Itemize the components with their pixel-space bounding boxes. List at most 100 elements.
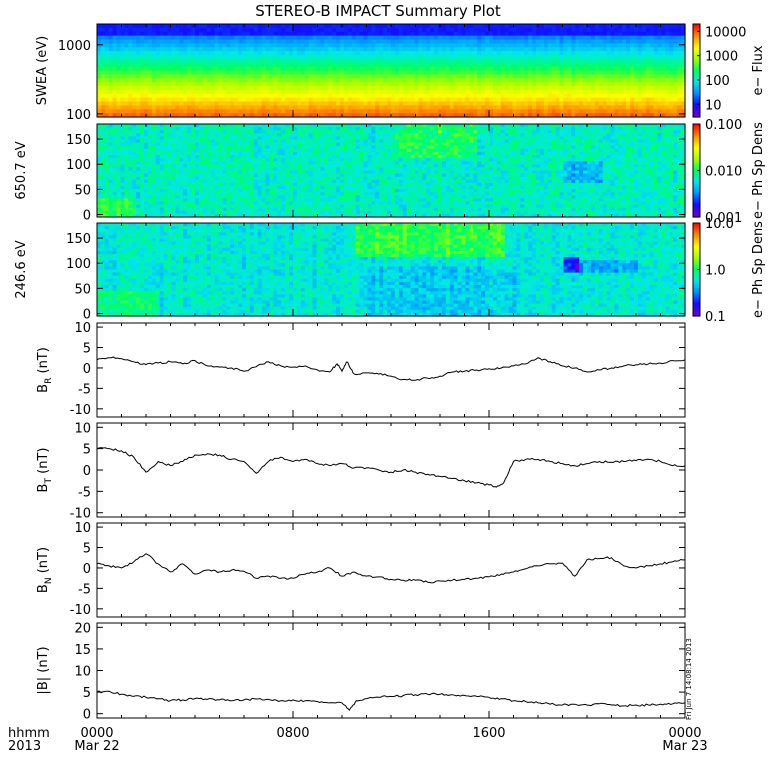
spectrogram-cell — [171, 201, 176, 206]
spectrogram-cell — [414, 86, 420, 91]
spectrogram-cell — [132, 164, 137, 168]
spectrogram-cell — [402, 109, 408, 114]
spectrogram-cell — [116, 186, 122, 190]
spectrogram-cell — [657, 86, 663, 91]
spectrogram-cell — [183, 97, 188, 103]
spectrogram-cell — [147, 186, 153, 190]
spectrogram-cell — [398, 62, 404, 68]
spectrogram-cell — [594, 113, 600, 118]
spectrogram-cell — [524, 70, 529, 75]
spectrogram-cell — [206, 62, 212, 68]
spectrogram-cell — [179, 158, 184, 162]
spectrogram-cell — [371, 62, 376, 68]
spectrogram-cell — [634, 82, 639, 87]
spectrogram-cell — [242, 55, 247, 60]
spectrogram-cell — [147, 139, 153, 144]
colorbar-segment — [693, 82, 700, 86]
spectrogram-cell — [214, 43, 220, 48]
spectrogram-cell — [249, 158, 255, 162]
spectrogram-cell — [367, 39, 372, 44]
spectrogram-cell — [296, 62, 302, 68]
spectrogram-cell — [234, 124, 239, 128]
spectrogram-cell — [104, 55, 110, 60]
spectrogram-cell — [112, 39, 118, 44]
spectrogram-cell — [234, 133, 239, 137]
spectrogram-cell — [214, 124, 220, 128]
spectrogram-cell — [116, 39, 122, 44]
spectrogram-cell — [312, 24, 318, 29]
spectrogram-cell — [159, 89, 165, 95]
spectrogram-cell — [136, 195, 141, 199]
spectrogram-cell — [163, 170, 169, 175]
spectrogram-cell — [242, 109, 247, 114]
spectrogram-cell — [665, 43, 670, 48]
spectrogram-cell — [234, 51, 239, 56]
spectrogram-cell — [445, 35, 451, 41]
spectrogram-cell — [277, 105, 282, 110]
spectrogram-cell — [151, 158, 157, 162]
spectrogram-cell — [406, 97, 412, 103]
spectrogram-cell — [230, 192, 235, 196]
spectrogram-cell — [516, 47, 521, 52]
spectrogram-cell — [567, 47, 572, 52]
spectrogram-cell — [97, 173, 102, 178]
spectrogram-cell — [245, 35, 251, 41]
spectrogram-cell — [457, 39, 463, 44]
spectrogram-cell — [422, 97, 427, 103]
spectrogram-cell — [598, 27, 604, 33]
spectrogram-cell — [265, 24, 271, 29]
spectrogram-cell — [387, 35, 392, 41]
spectrogram-cell — [489, 74, 494, 79]
spectrogram-cell — [218, 97, 224, 103]
spectrogram-cell — [477, 70, 482, 75]
spectrogram-cell — [594, 109, 600, 114]
spectrogram-cell — [398, 82, 404, 87]
spectrogram-cell — [144, 145, 149, 150]
spectrogram-cell — [551, 27, 557, 33]
spectrogram-cell — [195, 89, 200, 95]
colorbar-segment — [693, 105, 700, 109]
spectrogram-cell — [238, 55, 243, 60]
spectrogram-cell — [567, 78, 572, 83]
spectrogram-cell — [230, 86, 235, 91]
spectrogram-cell — [195, 167, 200, 172]
spectrogram-cell — [175, 66, 180, 72]
spectrogram-cell — [375, 97, 380, 103]
spectrogram-cell — [191, 35, 196, 41]
spectrogram-cell — [394, 66, 400, 72]
spectrogram-cell — [159, 148, 165, 153]
spectrogram-cell — [347, 24, 353, 29]
spectrogram-cell — [167, 62, 173, 68]
spectrogram-cell — [222, 173, 227, 178]
spectrogram-cell — [242, 130, 247, 134]
spectrogram-cell — [555, 55, 561, 60]
spectrogram-cell — [508, 39, 514, 44]
spectrogram-cell — [147, 148, 153, 153]
spectrogram-cell — [202, 109, 208, 114]
spectrogram-cell — [657, 47, 663, 52]
spectrogram-cell — [206, 170, 212, 175]
spectrogram-cell — [637, 74, 643, 79]
spectrogram-cell — [481, 70, 486, 75]
spectrogram-cell — [171, 210, 176, 215]
spectrogram-cell — [132, 136, 137, 141]
spectrogram-cell — [583, 35, 588, 41]
spectrogram-cell — [673, 93, 678, 99]
spectrogram-cell — [316, 62, 322, 68]
spectrogram-cell — [171, 176, 176, 181]
spectrogram-cell — [571, 82, 576, 87]
spectrogram-cell — [520, 86, 525, 91]
spectrogram-cell — [500, 89, 506, 95]
spectrogram-cell — [238, 201, 243, 206]
spectrogram-cell — [202, 164, 208, 168]
spectrogram-cell — [598, 82, 604, 87]
spectrogram-cell — [485, 27, 490, 33]
spectrogram-cell — [622, 86, 627, 91]
spectrogram-cell — [163, 210, 169, 215]
spectrogram-cell — [249, 201, 255, 206]
spectrogram-cell — [97, 161, 102, 165]
spectrogram-cell — [536, 78, 541, 83]
spectrogram-cell — [289, 24, 294, 29]
spectrogram-cell — [179, 113, 184, 118]
spectrogram-cell — [249, 167, 255, 172]
